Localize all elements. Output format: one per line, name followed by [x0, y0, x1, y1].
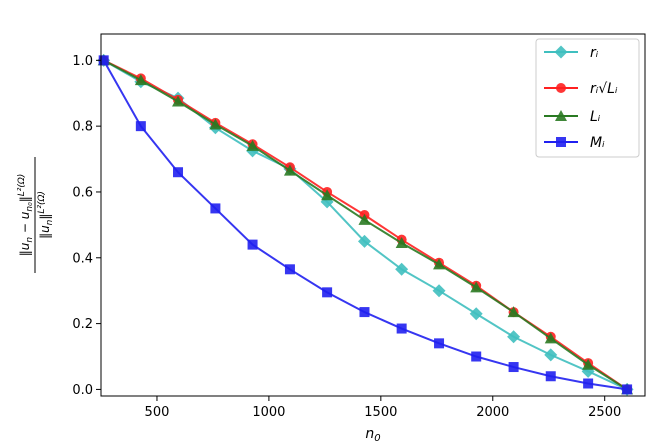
x-tick-label: 2000	[476, 405, 509, 420]
y-tick-label: 0.4	[72, 251, 93, 266]
data-point	[134, 74, 147, 86]
legend-marker	[554, 45, 568, 59]
data-point	[357, 234, 371, 248]
legend-label: rᵢ√Lᵢ	[590, 81, 618, 97]
legend-marker	[556, 83, 566, 93]
legend-label: Lᵢ	[590, 109, 601, 125]
data-point	[507, 330, 521, 344]
data-point	[471, 351, 482, 362]
data-point	[321, 189, 334, 201]
x-tick-label: 1000	[252, 405, 285, 420]
data-point	[173, 167, 184, 178]
y-axis: 0.0 0.2 0.4 0.6 0.8 1.0	[72, 54, 101, 398]
legend-item: Lᵢ	[544, 109, 601, 125]
data-point	[209, 118, 222, 130]
y-tick-label: 0.0	[72, 383, 93, 398]
data-point	[395, 262, 409, 276]
x-tick-label: 1500	[364, 405, 397, 420]
data-point	[433, 258, 446, 270]
series-square	[98, 55, 633, 395]
x-tick-label: 500	[145, 405, 170, 420]
data-point	[210, 203, 221, 214]
data-point	[135, 121, 146, 132]
data-point	[582, 358, 595, 370]
data-point	[544, 332, 557, 344]
legend-label: rᵢ	[590, 45, 599, 61]
legend-box	[535, 38, 640, 158]
legend-marker	[555, 110, 567, 121]
data-point	[432, 284, 446, 298]
legend-item: rᵢ	[544, 45, 599, 61]
legend-marker	[556, 137, 566, 147]
legend-item: rᵢ√Lᵢ	[544, 81, 618, 97]
legend: rᵢ rᵢ√Lᵢ Lᵢ Mᵢ	[535, 38, 640, 158]
data-point	[622, 384, 633, 395]
data-point	[434, 338, 445, 349]
y-tick-label: 0.6	[72, 185, 93, 200]
data-point	[508, 362, 519, 373]
x-tick-label: 2500	[588, 405, 621, 420]
data-point	[396, 323, 407, 334]
legend-label: Mᵢ	[590, 135, 605, 151]
series-layer	[97, 53, 634, 396]
data-point	[284, 264, 295, 275]
data-point	[470, 281, 483, 293]
data-point	[395, 236, 408, 248]
y-tick-label: 1.0	[72, 54, 93, 69]
data-point	[469, 307, 483, 321]
data-point	[322, 287, 333, 298]
data-point	[583, 378, 594, 389]
data-point	[507, 306, 520, 318]
data-point	[544, 348, 558, 362]
data-point	[246, 139, 259, 151]
y-tick-label: 0.8	[72, 120, 93, 135]
x-axis: 500 1000 1500 2000 2500	[145, 396, 621, 420]
y-tick-label: 0.2	[72, 317, 93, 332]
legend-item: Mᵢ	[544, 135, 605, 151]
data-point	[358, 213, 371, 225]
data-point	[359, 307, 370, 318]
plot-frame	[100, 33, 646, 397]
data-point	[172, 95, 185, 107]
data-point	[283, 164, 296, 176]
data-point	[545, 371, 556, 382]
data-point	[98, 55, 109, 66]
data-point	[247, 239, 258, 250]
